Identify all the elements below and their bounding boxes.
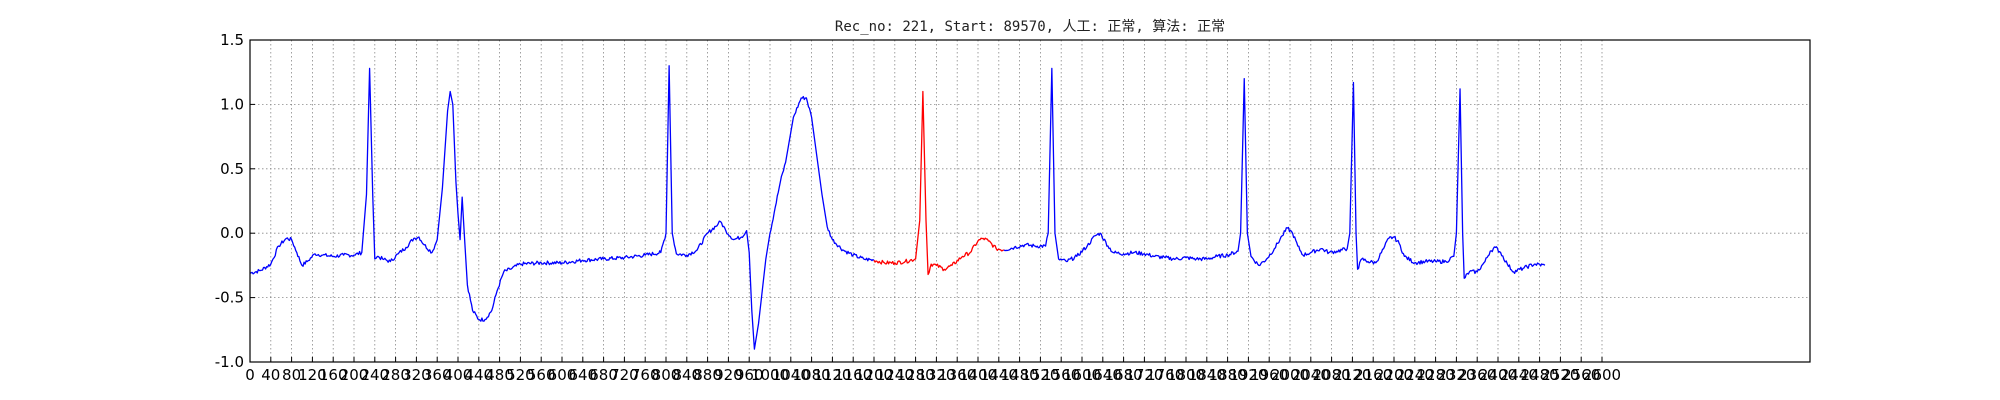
plot-frame [249, 39, 1811, 363]
x-tick-label: 1080 [793, 366, 831, 384]
x-tick-label: 2240 [1396, 366, 1434, 384]
x-tick-label: 2400 [1479, 366, 1517, 384]
x-tick-label: 280 [381, 366, 410, 384]
x-tick-label: 1800 [1167, 366, 1205, 384]
x-tick-label: 2600 [1583, 366, 1621, 384]
y-tick-label: 1.0 [220, 95, 244, 113]
x-tick-label: 1600 [1063, 366, 1101, 384]
x-tick-label: 480 [485, 366, 514, 384]
x-tick-label: 240 [360, 366, 389, 384]
x-tick-label: 680 [589, 366, 618, 384]
x-tick-label: 1920 [1229, 366, 1267, 384]
x-tick-label: 160 [319, 366, 348, 384]
x-tick-label: 2280 [1417, 366, 1455, 384]
x-tick-label: 120 [298, 366, 327, 384]
x-tick-label: 1400 [959, 366, 997, 384]
x-tick-label: 1880 [1209, 366, 1247, 384]
x-tick-label: 320 [402, 366, 431, 384]
x-tick-label: 560 [527, 366, 556, 384]
x-tick-label: 2440 [1500, 366, 1538, 384]
x-tick-label: 720 [610, 366, 639, 384]
axis-ticks: 0 40 8012016020024028032036040044048052056… [215, 31, 1621, 384]
x-tick-label: 2560 [1562, 366, 1600, 384]
x-tick-label: 2320 [1437, 366, 1475, 384]
x-tick-label: 1680 [1105, 366, 1143, 384]
grid-lines [250, 40, 1810, 362]
x-tick-label: 2520 [1541, 366, 1579, 384]
x-tick-label: 2000 [1271, 366, 1309, 384]
x-tick-label: 1000 [751, 366, 789, 384]
x-tick-label: 80 [282, 366, 301, 384]
x-tick-label: 0 [245, 366, 255, 384]
ecg-series-2 [1003, 67, 1546, 279]
y-tick-label: 0.5 [220, 160, 244, 178]
x-tick-label: 1160 [834, 366, 872, 384]
ecg-series-0 [249, 65, 875, 350]
x-tick-label: 1280 [897, 366, 935, 384]
y-tick-label: -0.5 [215, 289, 244, 307]
ecg-signal [249, 65, 1546, 350]
x-tick-label: 1520 [1021, 366, 1059, 384]
x-tick-label: 1240 [876, 366, 914, 384]
x-tick-label: 920 [714, 366, 743, 384]
x-tick-label: 800 [652, 366, 681, 384]
x-tick-label: 360 [423, 366, 452, 384]
x-tick-label: 1560 [1042, 366, 1080, 384]
x-tick-label: 600 [548, 366, 577, 384]
x-tick-label: 440 [464, 366, 493, 384]
y-tick-label: 0.0 [220, 224, 244, 242]
x-tick-label: 2480 [1521, 366, 1559, 384]
x-tick-label: 40 [261, 366, 280, 384]
x-tick-label: 840 [672, 366, 701, 384]
x-tick-label: 1840 [1188, 366, 1226, 384]
x-tick-label: 1120 [813, 366, 851, 384]
x-tick-label: 1360 [938, 366, 976, 384]
x-tick-label: 1760 [1146, 366, 1184, 384]
x-tick-label: 1440 [980, 366, 1018, 384]
x-tick-label: 960 [735, 366, 764, 384]
x-tick-label: 2360 [1458, 366, 1496, 384]
x-tick-label: 1960 [1250, 366, 1288, 384]
y-tick-label: -1.0 [215, 353, 244, 371]
chart-title: Rec_no: 221, Start: 89570, 人工: 正常, 算法: 正… [835, 19, 1225, 35]
x-tick-label: 2040 [1292, 366, 1330, 384]
ecg-series-1 [873, 90, 1005, 276]
x-tick-label: 1640 [1084, 366, 1122, 384]
x-tick-label: 2160 [1354, 366, 1392, 384]
x-tick-label: 1040 [772, 366, 810, 384]
x-tick-label: 2200 [1375, 366, 1413, 384]
x-tick-label: 640 [568, 366, 597, 384]
x-tick-label: 1720 [1125, 366, 1163, 384]
x-tick-label: 880 [693, 366, 722, 384]
x-tick-label: 1200 [855, 366, 893, 384]
x-tick-label: 2080 [1313, 366, 1351, 384]
x-tick-label: 1320 [917, 366, 955, 384]
x-tick-label: 520 [506, 366, 535, 384]
x-tick-label: 1480 [1001, 366, 1039, 384]
x-tick-label: 400 [444, 366, 473, 384]
x-tick-label: 200 [340, 366, 369, 384]
y-tick-label: 1.5 [220, 31, 244, 49]
x-tick-label: 2120 [1333, 366, 1371, 384]
x-tick-label: 760 [631, 366, 660, 384]
